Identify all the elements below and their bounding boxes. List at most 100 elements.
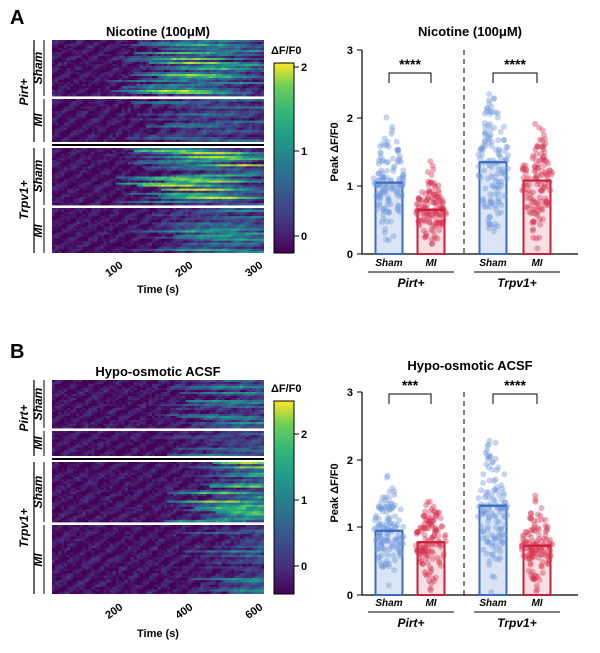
heatmap-cell	[176, 162, 180, 165]
heatmap-cell	[112, 42, 117, 45]
heatmap-cell	[182, 148, 186, 151]
heatmap-cell	[91, 196, 95, 200]
heatmap-cell	[257, 118, 262, 121]
heatmap-cell	[206, 122, 211, 126]
heatmap-cell	[230, 166, 235, 169]
heatmap-cell	[127, 172, 132, 175]
heatmap-cell	[52, 88, 56, 91]
heatmap-cell	[109, 162, 114, 165]
heatmap-cell	[164, 94, 168, 97]
heatmap-cell	[94, 94, 99, 97]
heatmap-cell	[167, 130, 171, 133]
heatmap-cell	[188, 178, 192, 181]
heatmap-cell	[197, 48, 201, 51]
heatmap-cell	[124, 192, 129, 196]
heatmap-cell	[64, 90, 68, 93]
heatmap-cell	[136, 99, 141, 102]
heatmap-cell	[194, 180, 198, 184]
heatmap-cell	[230, 62, 235, 65]
heatmap-cell	[230, 113, 235, 117]
heatmap-cell	[218, 168, 223, 171]
heatmap-cell	[185, 137, 189, 141]
heatmap-cell	[142, 86, 147, 89]
heatmap-cell	[233, 172, 238, 175]
heatmap-cell	[91, 60, 95, 63]
heatmap-cell	[197, 160, 201, 163]
heatmap-cell	[58, 99, 62, 102]
heatmap-cell	[61, 162, 65, 165]
heatmap-cell	[185, 190, 189, 194]
heatmap-cell	[185, 108, 189, 112]
heatmap-cell	[103, 40, 108, 43]
heatmap-cell	[215, 184, 220, 188]
heatmap-cell	[115, 99, 120, 102]
heatmap-cell	[112, 172, 117, 175]
heatmap-cell	[109, 99, 114, 102]
heatmap-cell	[121, 82, 126, 85]
heatmap-cell	[233, 72, 238, 75]
heatmap-cell	[188, 127, 192, 131]
heatmap-cell	[73, 166, 77, 169]
heatmap-cell	[139, 86, 144, 89]
heatmap-cell	[251, 60, 256, 63]
heatmap-cell	[173, 132, 177, 136]
heatmap-cell	[245, 78, 250, 81]
heatmap-cell	[73, 158, 77, 161]
heatmap-cell	[236, 82, 241, 85]
heatmap-cell	[142, 62, 147, 65]
heatmap-cell	[170, 70, 174, 73]
heatmap-cell	[254, 46, 259, 49]
heatmap-cell	[218, 125, 223, 129]
heatmap-cell	[136, 103, 141, 107]
heatmap-cell	[127, 164, 132, 167]
heatmap-cell	[115, 86, 120, 89]
heatmap-cell	[230, 90, 235, 93]
heatmap-cell	[145, 54, 150, 57]
heatmap-cell	[170, 162, 174, 165]
heatmap-cell	[67, 110, 71, 114]
heatmap-cell	[176, 192, 180, 196]
heatmap-cell	[203, 166, 208, 169]
heatmap-cell	[97, 99, 102, 102]
heatmap-cell	[55, 139, 59, 142]
heatmap-cell	[170, 56, 174, 59]
heatmap-cell	[109, 120, 114, 124]
heatmap-cell	[215, 86, 220, 89]
heatmap-cell	[115, 74, 120, 77]
heatmap-cell	[118, 166, 123, 169]
heatmap-cell	[251, 130, 256, 133]
heatmap-cell	[167, 72, 171, 75]
heatmap-cell	[79, 166, 83, 169]
heatmap-cell	[236, 158, 241, 161]
heatmap-cell	[239, 196, 244, 200]
heatmap-cell	[227, 130, 232, 133]
heatmap-cell	[209, 64, 214, 67]
heatmap-cell	[242, 40, 247, 43]
heatmap-cell	[260, 101, 264, 105]
heatmap-cell	[82, 66, 86, 69]
heatmap-cell	[82, 68, 86, 71]
heatmap-cell	[248, 68, 253, 71]
heatmap-cell	[151, 106, 156, 109]
heatmap-cell	[85, 156, 89, 159]
heatmap-cell	[88, 186, 92, 190]
heatmap-cell	[64, 176, 68, 179]
heatmap-cell	[127, 48, 132, 51]
heatmap-cell	[185, 186, 189, 190]
heatmap-cell	[218, 115, 223, 119]
heatmap-cell	[248, 125, 253, 129]
heatmap-cell	[254, 113, 259, 117]
heatmap-cell	[145, 99, 150, 102]
heatmap-cell	[239, 154, 244, 157]
heatmap-cell	[251, 184, 256, 188]
heatmap-cell	[230, 68, 235, 71]
heatmap-cell	[154, 120, 159, 124]
heatmap-cell	[212, 40, 217, 43]
heatmap-cell	[97, 125, 102, 129]
heatmap-cell	[212, 103, 217, 107]
heatmap-cell	[97, 194, 102, 198]
heatmap-cell	[94, 48, 99, 51]
heatmap-cell	[82, 127, 86, 131]
heatmap-cell	[233, 194, 238, 198]
heatmap-cell	[154, 164, 159, 167]
